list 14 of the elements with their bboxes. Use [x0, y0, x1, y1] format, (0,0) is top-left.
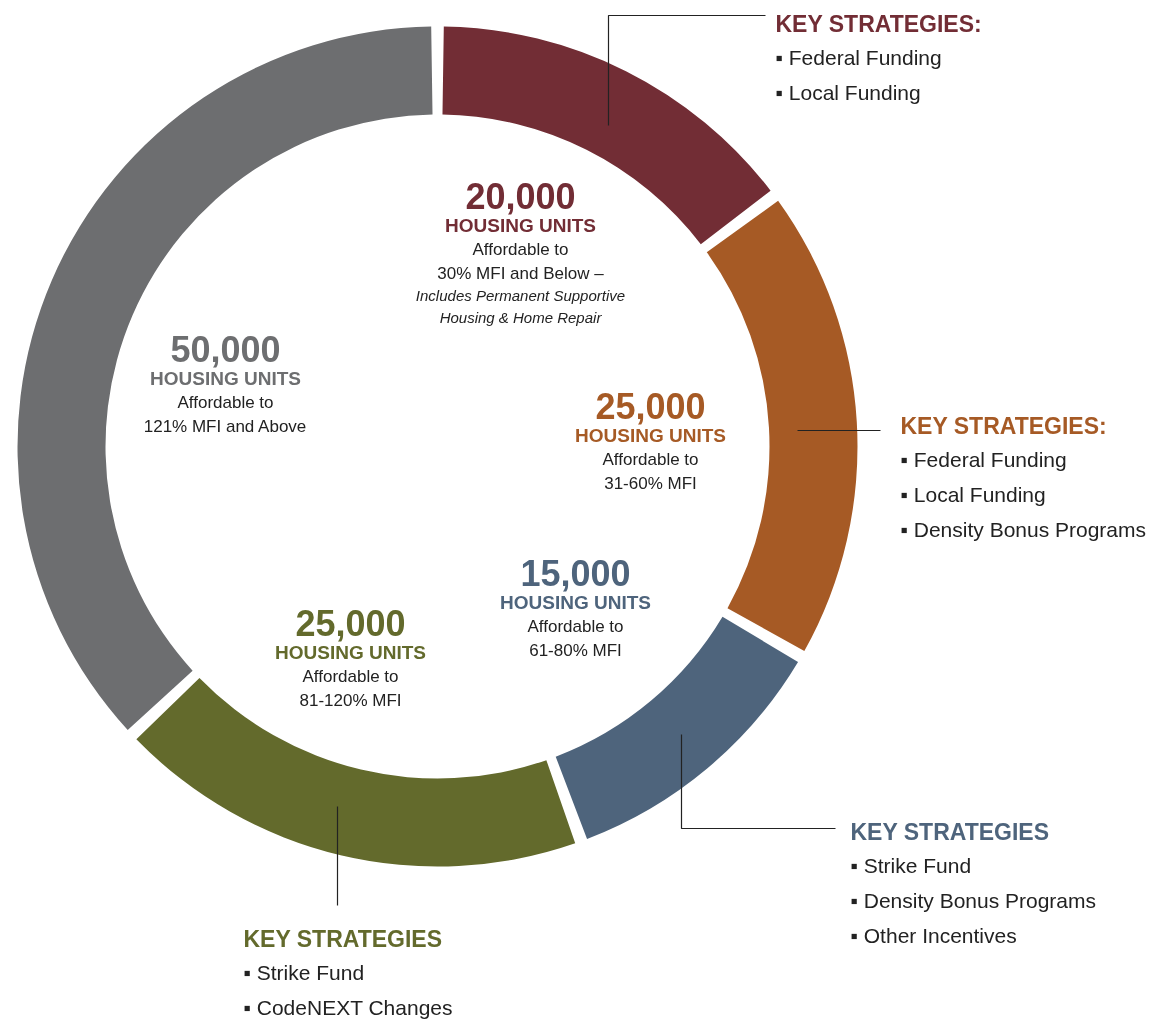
slice-label: HOUSING UNITS Affordable to 121% MFI and Above: [143, 368, 307, 436]
data-label: 25,000: [295, 602, 406, 644]
data-label: 20,000: [465, 175, 576, 217]
data-label: 25,000: [595, 385, 706, 427]
slice-label: HOUSING UNITS Affordable to 30% MFI and Below – Includes Permanent Supportive Housing & Home Repair: [415, 215, 626, 326]
text: KEY STRATEGIES: ▪ Federal Funding ▪ Local Funding: [775, 10, 982, 104]
text: KEY STRATEGIES: ▪ Federal Funding ▪ Local Funding ▪ Density Bonus Programs: [900, 412, 1147, 541]
slice-label: HOUSING UNITS Affordable to 61-80% MFI: [500, 592, 651, 660]
slice-label: HOUSING UNITS Affordable to 81-120% MFI: [275, 642, 426, 710]
slice-label: HOUSING UNITS Affordable to 31-60% MFI: [575, 425, 726, 493]
text: KEY STRATEGIES ▪ Strike Fund ▪ CodeNEXT Changes: [243, 925, 453, 1019]
data-label: 15,000: [520, 552, 631, 594]
text: KEY STRATEGIES ▪ Strike Fund ▪ Density Bonus Programs ▪ Other Incentives: [850, 818, 1097, 947]
data-label: 50,000: [170, 328, 281, 370]
